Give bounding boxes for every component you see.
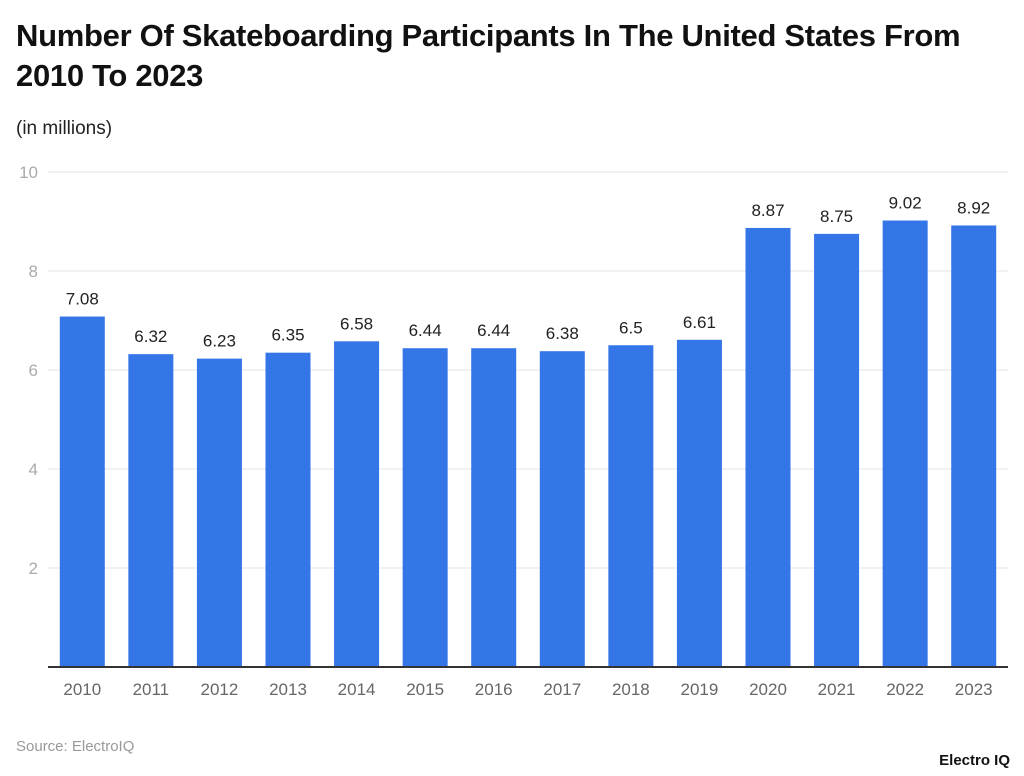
bar: [951, 225, 997, 667]
y-tick-label: 10: [19, 163, 38, 182]
bar: [128, 354, 174, 667]
data-label: 7.08: [66, 290, 99, 309]
chart-subtitle: (in millions): [16, 118, 113, 139]
bar: [882, 220, 928, 667]
bar: [402, 348, 448, 667]
x-tick-label: 2021: [818, 680, 856, 699]
data-label: 6.61: [683, 313, 716, 332]
x-tick-label: 2023: [955, 680, 993, 699]
y-tick-label: 6: [29, 361, 38, 380]
electroiq-logo: Electro IQ: [939, 752, 1010, 769]
y-tick-label: 8: [29, 262, 38, 281]
bar: [471, 348, 517, 667]
y-tick-label: 4: [29, 460, 38, 479]
data-label: 8.92: [957, 198, 990, 217]
bar: [608, 345, 654, 667]
data-label: 6.58: [340, 314, 373, 333]
data-label: 6.32: [134, 327, 167, 346]
chart-title: Number Of Skateboarding Participants In …: [16, 18, 961, 93]
data-label: 8.87: [751, 201, 784, 220]
bar: [196, 358, 242, 667]
x-tick-label: 2020: [749, 680, 787, 699]
bar: [745, 227, 791, 667]
x-tick-label: 2015: [406, 680, 444, 699]
source-note: Source: ElectroIQ: [16, 738, 135, 755]
bar: [59, 316, 105, 667]
bar: [676, 339, 722, 667]
x-tick-label: 2016: [475, 680, 513, 699]
data-label: 6.35: [271, 326, 304, 345]
x-tick-label: 2017: [543, 680, 581, 699]
y-tick-label: 2: [29, 559, 38, 578]
data-label: 6.44: [409, 321, 442, 340]
x-tick-label: 2019: [681, 680, 719, 699]
x-tick-label: 2018: [612, 680, 650, 699]
bar: [265, 352, 311, 667]
data-label: 6.44: [477, 321, 510, 340]
data-label: 6.38: [546, 324, 579, 343]
data-label: 8.75: [820, 207, 853, 226]
x-tick-label: 2022: [886, 680, 924, 699]
data-label: 6.5: [619, 318, 643, 337]
x-tick-label: 2013: [269, 680, 307, 699]
x-tick-label: 2014: [338, 680, 376, 699]
bar: [539, 351, 585, 667]
x-tick-label: 2010: [63, 680, 101, 699]
x-tick-label: 2011: [133, 680, 170, 699]
data-label: 6.23: [203, 332, 236, 351]
bar: [334, 341, 380, 667]
data-label: 9.02: [889, 194, 922, 213]
bar: [814, 233, 860, 667]
x-tick-label: 2012: [201, 680, 239, 699]
